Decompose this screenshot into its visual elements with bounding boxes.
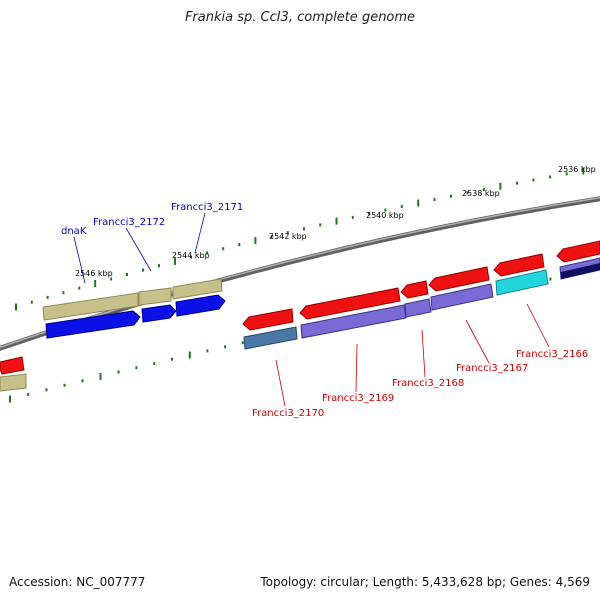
gene-feature-2168-inner	[404, 298, 432, 318]
gene-feature-2171-outer	[172, 278, 223, 300]
leader-2170	[275, 359, 286, 407]
gene-arrow-dnak	[45, 310, 141, 339]
gene-label-2171: Francci3_2171	[171, 202, 243, 213]
reverse-track-inner	[243, 257, 600, 350]
label-leaders	[73, 212, 550, 407]
genome-summary-text: Topology: circular; Length: 5,433,628 bp…	[260, 575, 590, 589]
tick-label-2538: 2538 kbp	[462, 189, 500, 198]
gene-arrow-2170	[242, 308, 294, 331]
gene-label-2168: Francci3_2168	[392, 378, 464, 389]
tick-label-2536: 2536 kbp	[558, 165, 596, 174]
accession-text: Accession: NC_007777	[9, 575, 146, 589]
gene-feature-dnak-outer	[42, 292, 139, 321]
tick-label-2542: 2542 kbp	[269, 232, 307, 241]
leader-2166	[526, 303, 550, 348]
gene-arrow-left-red	[0, 356, 25, 375]
gene-arrow-2168	[400, 280, 429, 299]
forward-track-outer	[0, 278, 223, 392]
leader-2167	[465, 319, 490, 364]
gene-arrow-right-red	[556, 240, 600, 263]
gene-label-2170: Francci3_2170	[252, 408, 324, 419]
gene-label-2167: Francci3_2167	[456, 363, 528, 374]
gene-arrow-2171	[175, 294, 226, 317]
gene-arrow-2169	[299, 287, 401, 320]
gene-label-2166: Francci3_2166	[516, 349, 588, 360]
gene-feature-right-inner-dark	[561, 263, 600, 279]
gene-labels: dnaK Francci3_2172 Francci3_2171 Francci…	[61, 202, 588, 419]
gene-feature-2166-inner	[495, 269, 549, 296]
forward-track-inner	[45, 294, 226, 339]
map-title: Frankia sp. CcI3, complete genome	[184, 10, 416, 25]
gene-feature-2170-inner	[243, 326, 298, 350]
leader-2169	[355, 343, 358, 393]
leader-2172	[125, 227, 152, 272]
gene-label-2172: Francci3_2172	[93, 217, 165, 228]
gene-feature-2167-inner	[430, 283, 494, 311]
leader-2171	[194, 212, 206, 254]
tick-label-2546: 2546 kbp	[75, 269, 113, 278]
leader-2168	[421, 329, 426, 378]
reverse-track-outer	[0, 240, 600, 375]
gene-feature-2169-inner	[300, 304, 407, 339]
gene-label-2169: Francci3_2169	[322, 393, 394, 404]
outer-scale-ticks	[15, 167, 585, 311]
gene-feature-left-outer	[0, 373, 27, 392]
gene-label-dnak: dnaK	[61, 226, 87, 237]
gene-arrow-2166	[493, 253, 545, 277]
tick-label-2540: 2540 kbp	[366, 211, 404, 220]
tick-label-2544: 2544 kbp	[172, 251, 210, 260]
gene-arrow-2172	[141, 304, 177, 323]
gene-feature-2172-outer	[138, 287, 172, 306]
leader-dnak	[73, 236, 86, 284]
gene-arrow-2167	[428, 266, 490, 292]
